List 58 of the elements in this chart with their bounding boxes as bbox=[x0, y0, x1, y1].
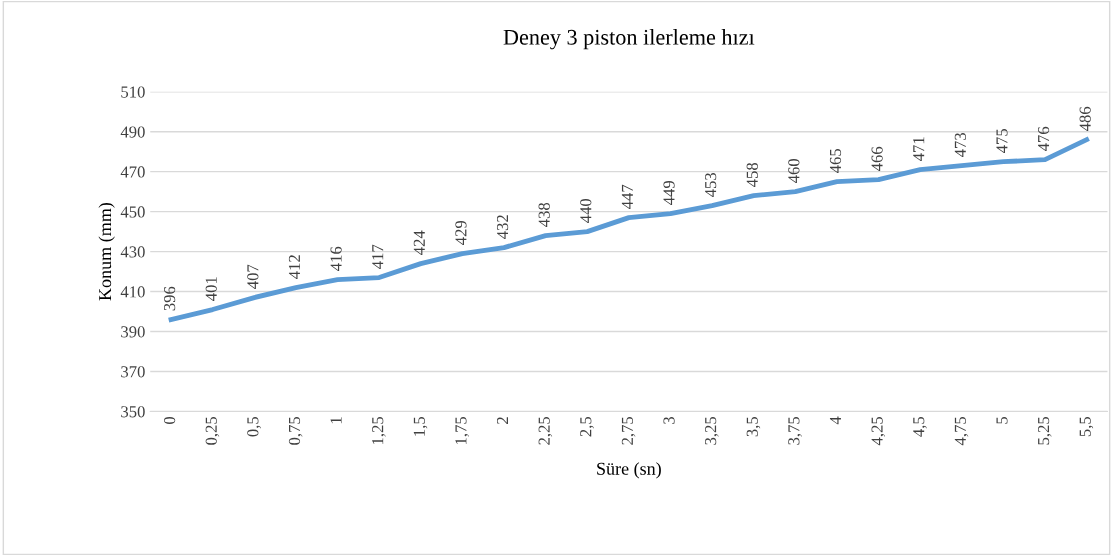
data-label: 407 bbox=[247, 264, 259, 289]
x-tick-label: 3,75 bbox=[788, 416, 802, 445]
y-axis-title: Konum (mm) bbox=[98, 202, 115, 301]
x-tick-label: 1,75 bbox=[455, 416, 469, 444]
x-tick-label: 5 bbox=[996, 416, 1008, 424]
data-label: 401 bbox=[205, 277, 217, 301]
x-tick-label: 3,5 bbox=[746, 416, 761, 437]
data-label: 460 bbox=[788, 158, 800, 183]
y-tick-label: 350 bbox=[121, 406, 145, 418]
x-tick-label: 4,25 bbox=[871, 416, 886, 446]
data-label: 466 bbox=[871, 146, 883, 171]
data-label: 465 bbox=[829, 148, 842, 173]
x-tick-label: 4,75 bbox=[954, 416, 969, 446]
x-tick-label: 2 bbox=[496, 417, 508, 424]
x-axis-title: Süre (sn) bbox=[597, 462, 661, 479]
x-tick-label: 4 bbox=[829, 416, 841, 425]
data-label: 432 bbox=[496, 215, 509, 239]
chart-title: Deney 3 piston ilerleme hızı bbox=[503, 29, 755, 50]
x-tick-label: 0 bbox=[163, 416, 176, 424]
data-label: 475 bbox=[996, 128, 1008, 154]
data-label: 417 bbox=[372, 244, 384, 269]
x-tick-label: 1,25 bbox=[372, 416, 386, 444]
x-tick-label: 1 bbox=[330, 417, 342, 424]
x-tick-label: 0,75 bbox=[288, 416, 303, 445]
data-label: 453 bbox=[705, 172, 717, 197]
x-tick-label: 3 bbox=[663, 416, 675, 424]
data-label: 447 bbox=[621, 184, 633, 209]
data-label: 396 bbox=[164, 286, 176, 311]
y-tick-label: 410 bbox=[120, 286, 145, 298]
data-label: 429 bbox=[455, 220, 467, 245]
data-label: 416 bbox=[330, 246, 342, 271]
y-tick-label: 510 bbox=[121, 86, 145, 98]
x-tick-label: 5,5 bbox=[1079, 416, 1094, 437]
x-tick-label: 0,25 bbox=[205, 416, 220, 445]
x-tick-label: 2,25 bbox=[538, 416, 553, 445]
x-tick-label: 4,5 bbox=[913, 416, 927, 437]
y-tick-label: 370 bbox=[121, 366, 145, 378]
data-label: 424 bbox=[413, 230, 425, 255]
y-tick-label: 430 bbox=[120, 246, 145, 258]
y-tick-label: 490 bbox=[120, 126, 145, 138]
data-label: 471 bbox=[913, 137, 925, 162]
data-label: 438 bbox=[538, 202, 550, 227]
x-tick-label: 0,5 bbox=[247, 416, 261, 437]
y-tick-label: 390 bbox=[121, 326, 145, 338]
x-tick-label: 1,5 bbox=[413, 416, 428, 436]
data-label: 412 bbox=[288, 255, 300, 279]
data-label: 476 bbox=[1037, 126, 1050, 152]
data-label: 473 bbox=[954, 132, 966, 158]
x-tick-label: 2,5 bbox=[580, 416, 594, 437]
data-label: 449 bbox=[663, 180, 675, 205]
y-tick-label: 450 bbox=[120, 206, 145, 218]
data-label: 486 bbox=[1079, 106, 1091, 132]
x-tick-label: 5,25 bbox=[1037, 416, 1052, 445]
x-tick-label: 2,75 bbox=[621, 416, 636, 445]
data-label: 440 bbox=[580, 198, 592, 223]
data-label: 458 bbox=[746, 162, 758, 187]
y-tick-label: 470 bbox=[120, 166, 145, 178]
x-tick-label: 3,25 bbox=[705, 416, 719, 445]
